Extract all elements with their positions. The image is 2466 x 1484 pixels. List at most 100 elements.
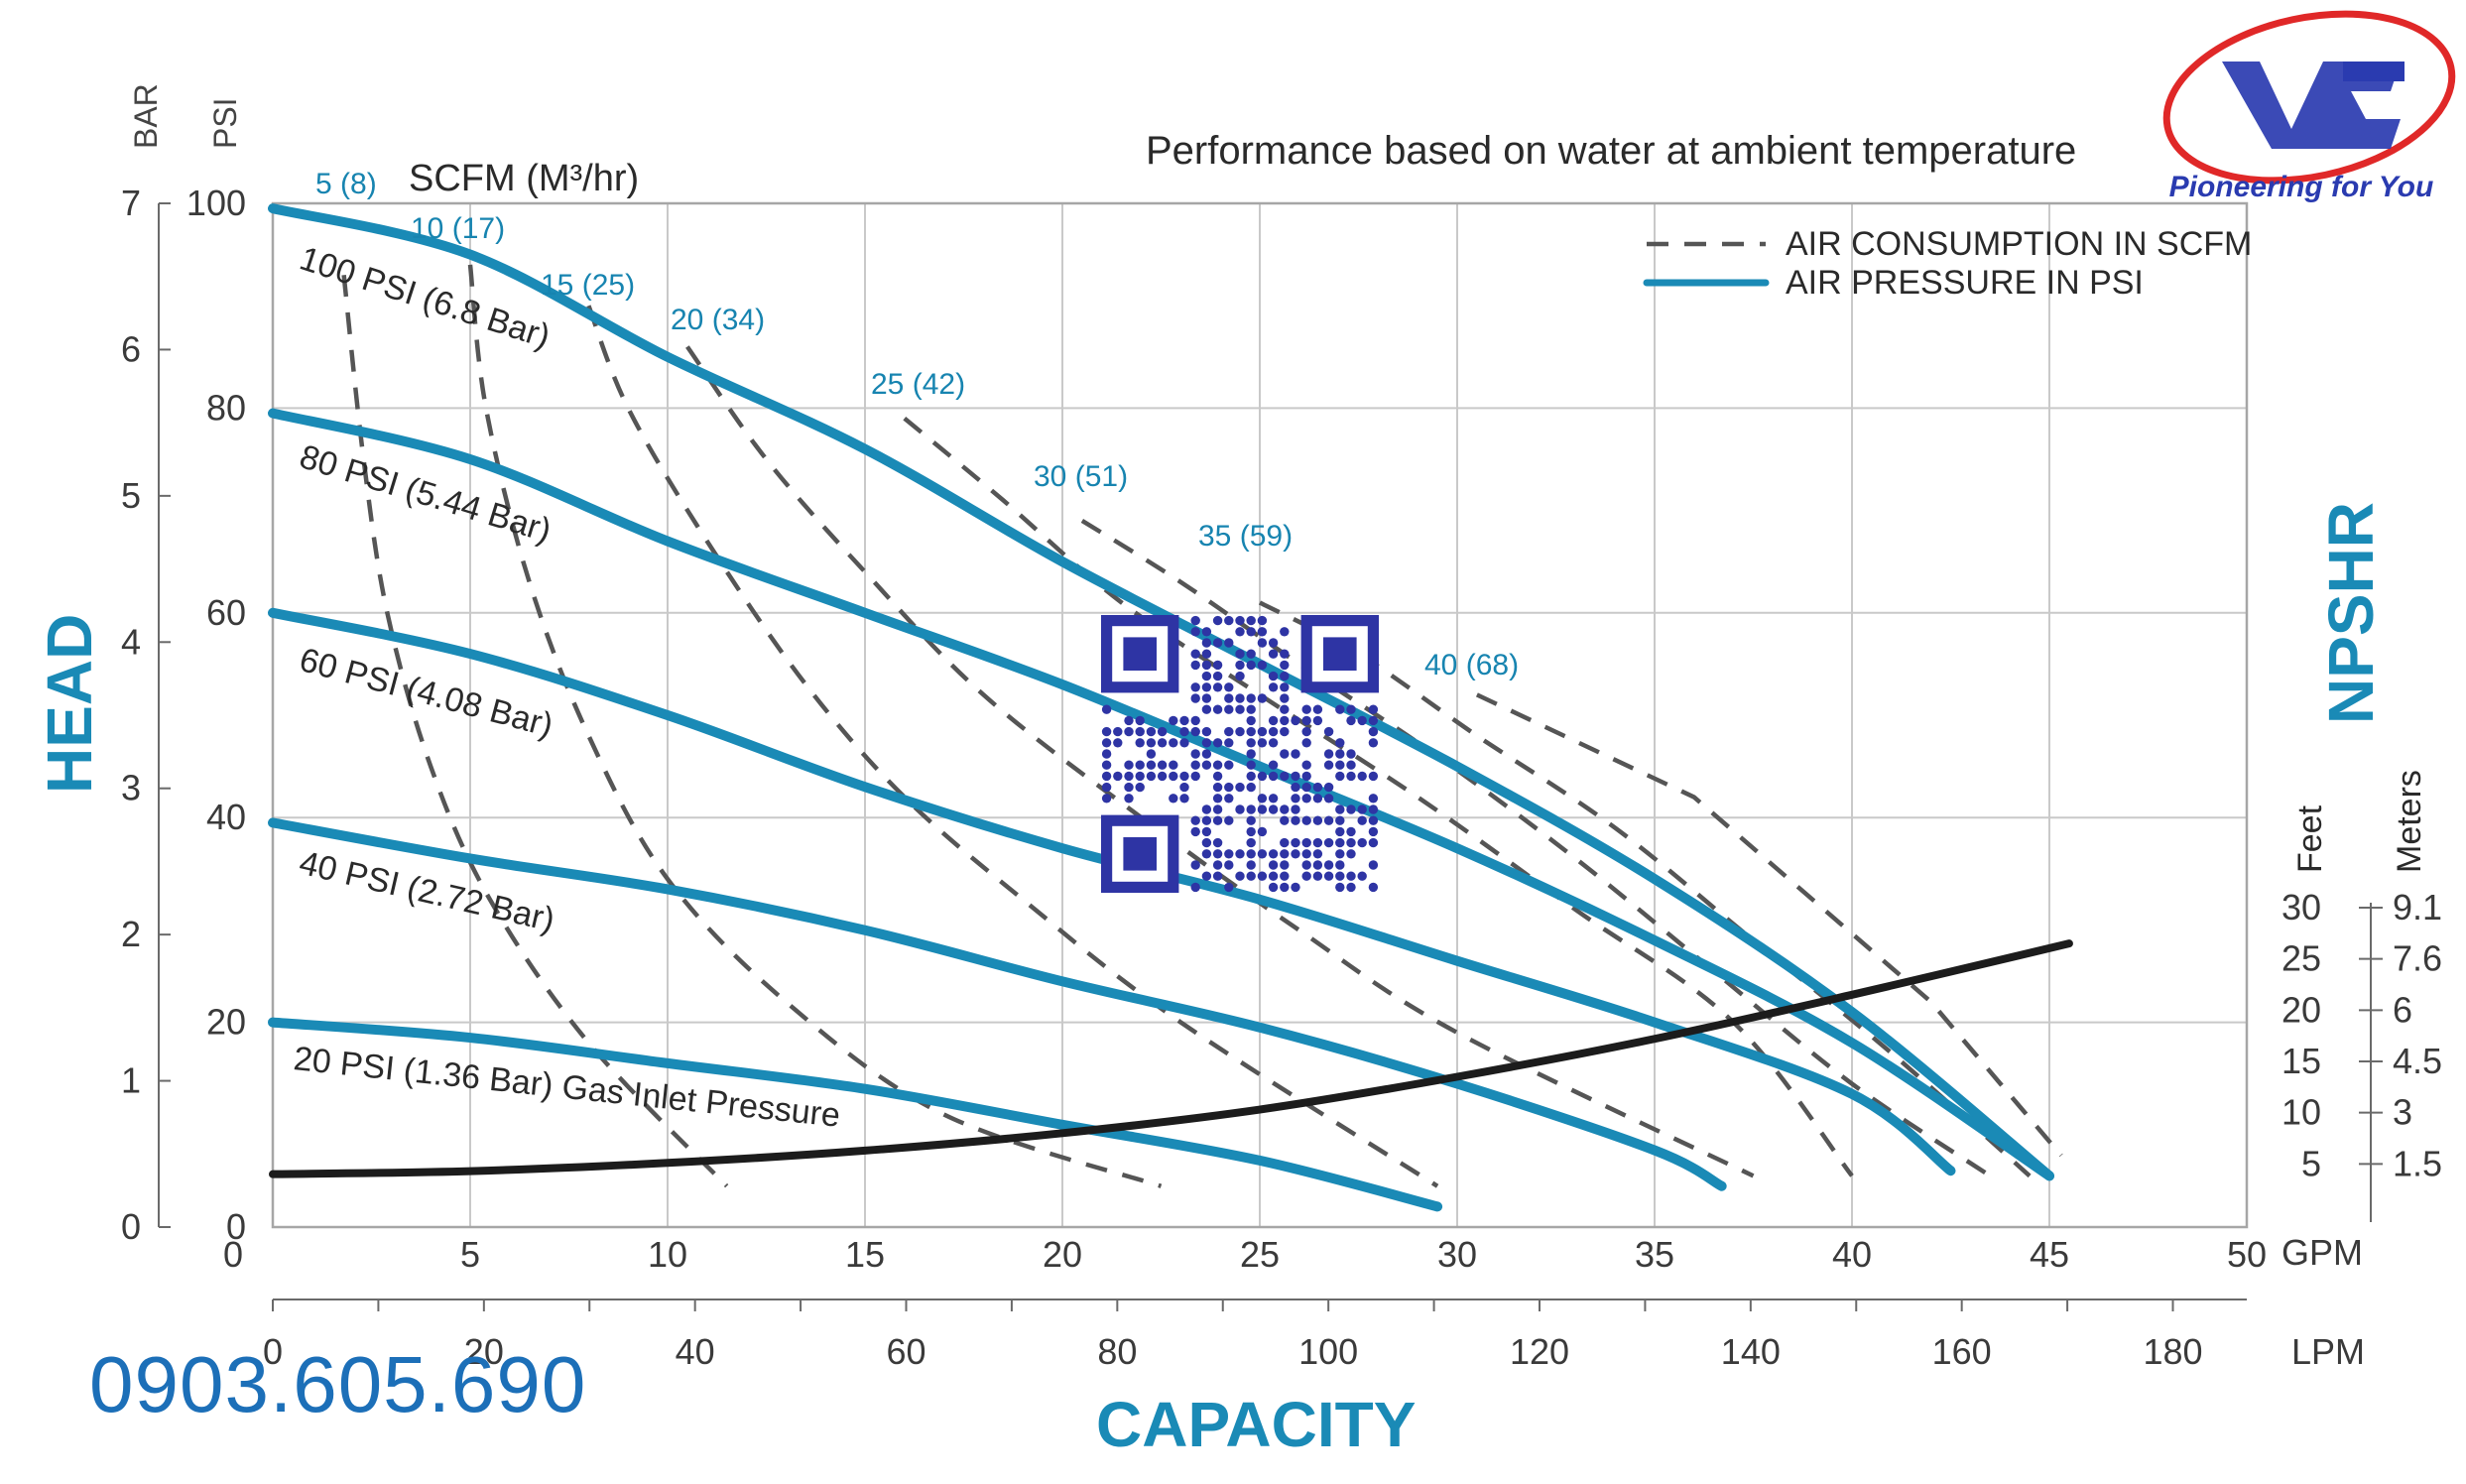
bar-tick-label: 2: [121, 914, 141, 954]
qr-finder-top-right-core: [1323, 637, 1357, 671]
air-consumption-label: 35 (59): [1198, 520, 1293, 553]
qr-dot: [1235, 726, 1245, 737]
qr-dot: [1301, 760, 1311, 770]
qr-dot: [1323, 794, 1334, 804]
qr-dot: [1212, 815, 1223, 825]
qr-dot: [1212, 615, 1223, 626]
qr-dot: [1190, 615, 1200, 626]
qr-dot: [1301, 726, 1311, 737]
qr-dot: [1201, 826, 1212, 837]
qr-dot: [1235, 849, 1245, 859]
qr-dot: [1335, 826, 1345, 837]
pressure-curve-label: 80 PSI (5.44 Bar): [296, 437, 555, 550]
qr-dot: [1368, 715, 1379, 726]
qr-dot: [1335, 860, 1345, 870]
qr-dot: [1101, 771, 1112, 782]
air-pressure-curve: [268, 1017, 1443, 1212]
qr-dot: [1280, 849, 1290, 859]
qr-dot: [1201, 682, 1212, 692]
qr-dot: [1257, 615, 1268, 626]
air-consumption-label: 15 (25): [541, 269, 635, 302]
qr-dot: [1224, 738, 1234, 748]
qr-dot: [1190, 682, 1200, 692]
qr-dot: [1323, 749, 1334, 759]
qr-dot: [1212, 771, 1223, 782]
qr-dot: [1124, 782, 1134, 793]
bar-tick-label: 5: [121, 475, 141, 516]
qr-dot: [1235, 782, 1245, 793]
qr-dot: [1291, 804, 1300, 814]
qr-dot: [1157, 771, 1168, 782]
qr-dot: [1224, 860, 1234, 870]
qr-dot: [1190, 693, 1200, 703]
qr-dot: [1280, 682, 1290, 692]
qr-dot: [1268, 760, 1279, 770]
qr-dot: [1190, 749, 1200, 759]
qr-dot: [1268, 715, 1279, 726]
qr-dot: [1246, 826, 1256, 837]
air-consumption-label: 20 (34): [671, 304, 765, 336]
qr-dot: [1246, 704, 1256, 714]
qr-dot: [1124, 794, 1134, 804]
lpm-tick-label: 180: [2143, 1331, 2202, 1372]
npshr-curve: [269, 939, 2073, 1178]
qr-dot: [1268, 804, 1279, 814]
qr-dot: [1246, 782, 1256, 793]
qr-dot: [1201, 837, 1212, 848]
qr-dot: [1101, 749, 1112, 759]
qr-dot: [1257, 804, 1268, 814]
qr-dot: [1291, 771, 1300, 782]
qr-dot: [1346, 760, 1356, 770]
qr-dot: [1335, 738, 1345, 748]
capacity-axis-title: CAPACITY: [1096, 1389, 1416, 1460]
qr-dot: [1301, 738, 1311, 748]
qr-dot: [1146, 749, 1157, 759]
npsh-feet-label: Feet: [2291, 804, 2329, 873]
grid: [273, 203, 2247, 1227]
qr-dot: [1201, 760, 1212, 770]
qr-dot: [1224, 794, 1234, 804]
qr-dot: [1246, 760, 1256, 770]
qr-dot: [1301, 871, 1311, 881]
logo-bar: [2343, 62, 2404, 81]
qr-dot: [1212, 682, 1223, 692]
qr-dot: [1257, 638, 1268, 648]
bar-tick-label: 6: [121, 328, 141, 369]
qr-dot: [1201, 638, 1212, 648]
qr-dot: [1280, 815, 1290, 825]
qr-dot: [1190, 771, 1200, 782]
qr-dot: [1346, 826, 1356, 837]
qr-dot: [1235, 693, 1245, 703]
air-consumption-label: 40 (68): [1424, 649, 1519, 681]
air-consumption-curve: [586, 305, 1439, 1188]
qr-dot: [1169, 738, 1178, 748]
qr-dot: [1312, 794, 1323, 804]
qr-dot: [1212, 671, 1223, 681]
qr-dot: [1280, 871, 1290, 881]
qr-dot: [1157, 726, 1168, 737]
qr-dot: [1268, 882, 1279, 893]
lpm-tick-label: 60: [886, 1331, 925, 1372]
qr-dot: [1368, 738, 1379, 748]
qr-dot: [1246, 749, 1256, 759]
qr-dot: [1235, 871, 1245, 881]
qr-dot: [1323, 782, 1334, 793]
qr-dot: [1301, 715, 1311, 726]
qr-dot: [1257, 738, 1268, 748]
qr-dot: [1224, 760, 1234, 770]
legend-air-pressure: AIR PRESSURE IN PSI: [1786, 264, 2144, 302]
qr-dot: [1280, 660, 1290, 671]
qr-dot: [1280, 771, 1290, 782]
qr-dot: [1190, 760, 1200, 770]
qr-dot: [1257, 794, 1268, 804]
legend-air-consumption: AIR CONSUMPTION IN SCFM: [1786, 225, 2252, 263]
lpm-axis-ticks: 0 20 40 60 80 100 120 140 160 180: [263, 1299, 2203, 1372]
qr-dot: [1169, 771, 1178, 782]
qr-dot: [1224, 704, 1234, 714]
air-consumption-curve: [1475, 692, 2063, 1158]
bar-tick-label: 3: [121, 768, 141, 808]
qr-dot: [1101, 738, 1112, 748]
qr-dot: [1146, 760, 1157, 770]
qr-dot: [1101, 726, 1112, 737]
lpm-tick-label: 140: [1721, 1331, 1781, 1372]
